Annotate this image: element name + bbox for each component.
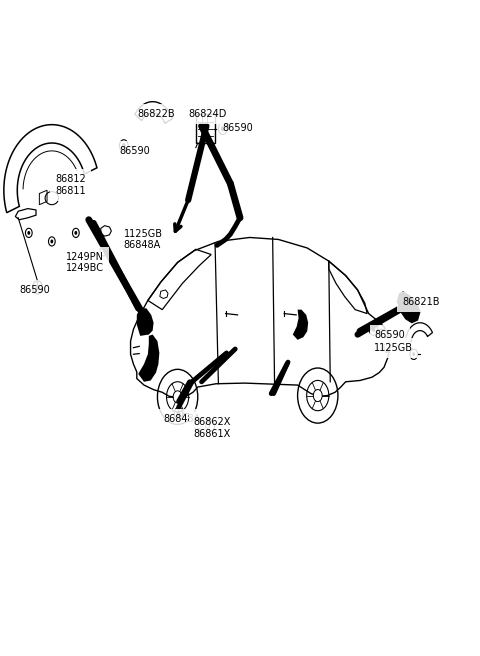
Text: 86848A: 86848A — [163, 413, 201, 424]
Text: 86590: 86590 — [222, 123, 253, 133]
Circle shape — [27, 231, 30, 235]
Circle shape — [221, 126, 225, 131]
Text: 1125GB: 1125GB — [374, 342, 413, 353]
Polygon shape — [137, 308, 154, 336]
Circle shape — [74, 231, 77, 235]
Text: 86862X
86861X: 86862X 86861X — [193, 417, 231, 438]
Text: 86824D: 86824D — [188, 109, 227, 119]
Circle shape — [177, 411, 180, 416]
Circle shape — [313, 390, 322, 401]
Circle shape — [412, 352, 415, 356]
Text: 86590: 86590 — [19, 285, 50, 295]
Text: 1249PN
1249BC: 1249PN 1249BC — [66, 252, 104, 273]
Text: 86821B: 86821B — [402, 297, 440, 307]
Text: 86590: 86590 — [119, 146, 150, 156]
Polygon shape — [293, 310, 308, 340]
Polygon shape — [397, 292, 420, 323]
Text: 1125GB
86848A: 1125GB 86848A — [124, 229, 163, 250]
Circle shape — [122, 143, 126, 148]
Polygon shape — [138, 335, 159, 382]
Circle shape — [36, 285, 39, 290]
Text: 86822B: 86822B — [138, 109, 175, 119]
Circle shape — [372, 327, 375, 332]
Circle shape — [173, 391, 182, 403]
Text: 86590: 86590 — [374, 329, 405, 340]
Circle shape — [50, 239, 53, 243]
Text: 86812
86811: 86812 86811 — [55, 174, 86, 195]
